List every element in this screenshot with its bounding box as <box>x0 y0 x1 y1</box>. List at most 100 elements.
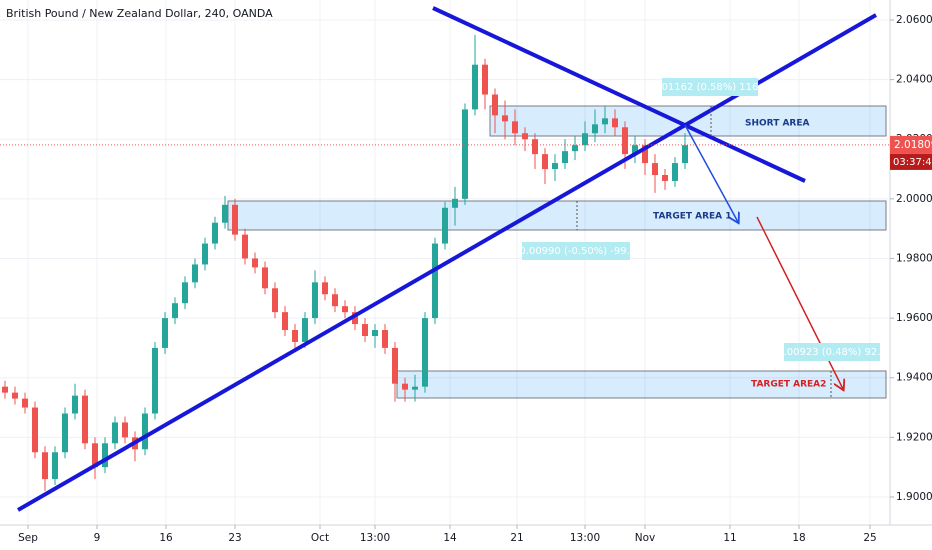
candle-body <box>122 422 128 438</box>
y-tick-label: 2.04000 <box>896 74 932 86</box>
candle-body <box>292 330 298 342</box>
uptrend-line <box>17 13 877 512</box>
x-tick-label: Nov <box>635 532 656 544</box>
candle-body <box>2 386 8 393</box>
candle-body <box>222 204 228 223</box>
measure-label: -0.00990 (-0.50%) -99.0 <box>516 246 636 257</box>
measure-box <box>522 242 630 260</box>
candle-body <box>392 347 398 384</box>
downtrend-line <box>432 6 806 183</box>
candle-body <box>472 64 478 110</box>
y-tick-label: 1.98000 <box>896 252 932 264</box>
countdown-label: 03:37:48 <box>893 157 932 168</box>
measure-box <box>662 78 758 96</box>
last-price-box <box>890 135 932 154</box>
candle-body <box>572 145 578 152</box>
candle-body <box>382 330 388 348</box>
candle-body <box>112 422 118 444</box>
candle-body <box>52 452 58 480</box>
candle-body <box>182 282 188 304</box>
measure-label: 0.01162 (0.58%) 116.3 <box>652 82 768 93</box>
candle-body <box>502 115 508 122</box>
arrow <box>684 124 738 222</box>
y-tick-label: 1.90000 <box>896 491 932 503</box>
chart-title: British Pound / New Zealand Dollar, 240,… <box>6 7 273 20</box>
candle-body <box>442 207 448 244</box>
candle-body <box>32 407 38 453</box>
candle-body <box>192 264 198 283</box>
candle-body <box>522 133 528 140</box>
candle-body <box>642 145 648 164</box>
candle-body <box>652 163 658 175</box>
candle-body <box>172 303 178 319</box>
y-tick-label: 1.92000 <box>896 431 932 443</box>
candle-body <box>512 121 518 134</box>
candle-body <box>12 392 18 399</box>
candle-body <box>462 109 468 199</box>
candle-body <box>662 175 668 181</box>
candle-body <box>272 288 278 313</box>
y-tick-label: 1.96000 <box>896 312 932 324</box>
candle-body <box>332 294 338 307</box>
candle-body <box>422 318 428 387</box>
candle-body <box>532 139 538 155</box>
candle-body <box>432 243 438 319</box>
candle-body <box>232 204 238 235</box>
candle-body <box>262 267 268 289</box>
candle-body <box>102 443 108 468</box>
candle-body <box>682 145 688 164</box>
candle-body <box>42 452 48 480</box>
candle-body <box>92 443 98 468</box>
candle-body <box>482 64 488 95</box>
candle-body <box>632 145 638 155</box>
y-tick-label: 2.00000 <box>896 193 932 205</box>
candle-body <box>452 198 458 208</box>
candle-body <box>592 124 598 134</box>
y-tick-label: 2.06000 <box>896 14 932 26</box>
candle-body <box>342 306 348 313</box>
candle-body <box>582 133 588 146</box>
x-tick-label: 14 <box>443 532 457 544</box>
candle-body <box>562 151 568 164</box>
x-tick-label: 11 <box>723 532 736 544</box>
zone-label: TARGET AREA2 <box>751 380 826 390</box>
candle-body <box>672 163 678 181</box>
candle-body <box>62 413 68 453</box>
candle-body <box>542 154 548 170</box>
candles <box>2 34 688 492</box>
x-tick-label: Sep <box>18 532 38 544</box>
candle-body <box>622 127 628 155</box>
candle-body <box>602 118 608 125</box>
last-price-label: 2.01809 <box>894 139 932 151</box>
x-tick-label: 18 <box>792 532 805 544</box>
candle-body <box>72 395 78 414</box>
zone-label: SHORT AREA <box>745 119 810 129</box>
x-tick-label: 13:00 <box>360 532 390 544</box>
countdown-box <box>890 153 932 170</box>
candle-body <box>312 282 318 319</box>
x-tick-label: 23 <box>228 532 241 544</box>
candle-body <box>22 398 28 408</box>
candle-body <box>82 395 88 444</box>
candle-body <box>252 258 258 268</box>
candle-body <box>302 318 308 342</box>
zone-label: TARGET AREA 1 <box>653 212 732 222</box>
x-tick-label: Oct <box>311 532 329 544</box>
candle-body <box>162 318 168 348</box>
candle-body <box>152 347 158 414</box>
target-zone-1 <box>227 200 887 231</box>
candle-body <box>552 163 558 170</box>
candle-body <box>142 413 148 450</box>
candle-body <box>282 312 288 331</box>
candle-body <box>402 383 408 390</box>
x-tick-label: 16 <box>159 532 173 544</box>
candle-body <box>242 234 248 259</box>
x-tick-label: 13:00 <box>570 532 600 544</box>
candle-body <box>352 312 358 325</box>
grid <box>0 0 890 525</box>
candle-body <box>612 118 618 128</box>
candle-body <box>492 94 498 116</box>
measure-label: 0.00923 (0.48%) 92.3 <box>777 347 887 358</box>
candle-body <box>322 282 328 295</box>
